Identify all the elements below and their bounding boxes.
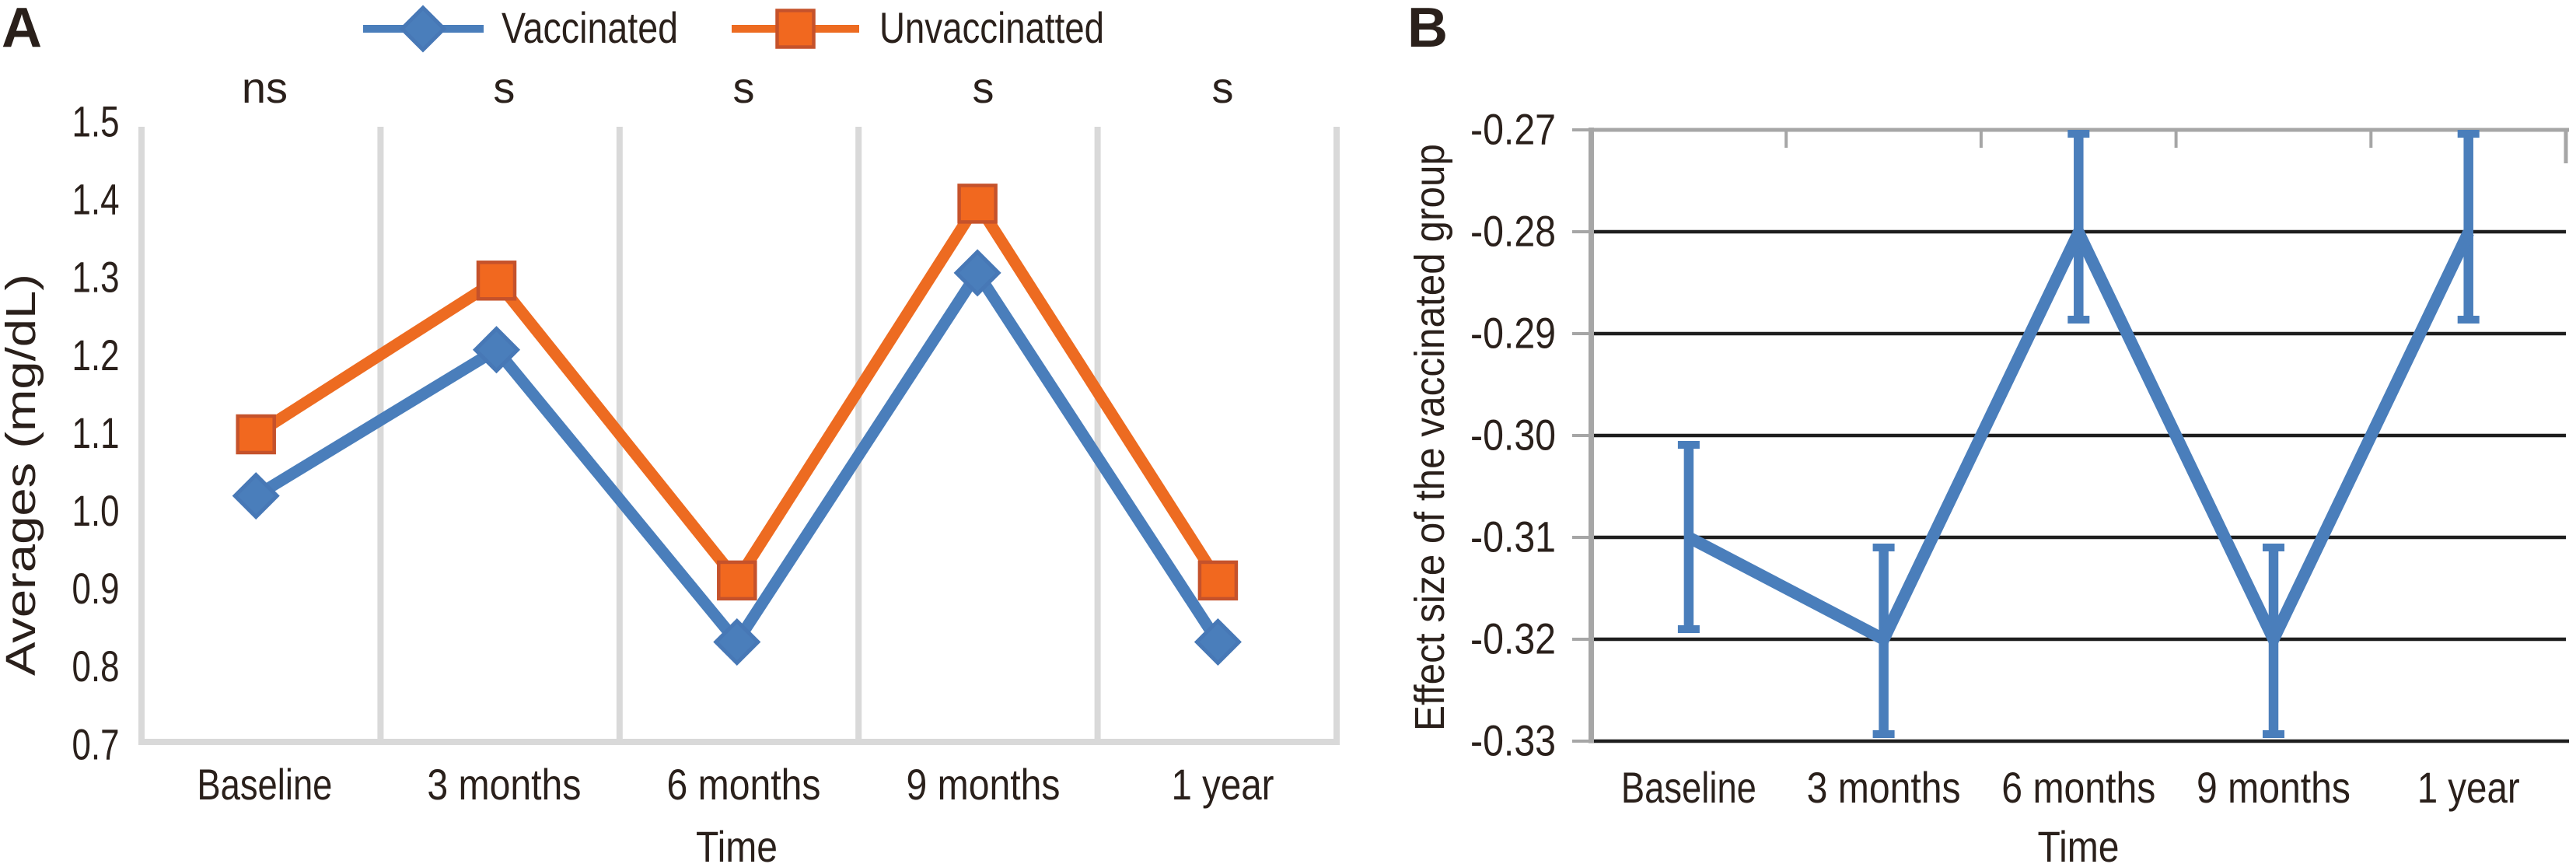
svg-text:Unvaccinatted: Unvaccinatted bbox=[879, 3, 1104, 52]
svg-text:1 year: 1 year bbox=[2417, 763, 2520, 812]
svg-text:-0.29: -0.29 bbox=[1470, 309, 1556, 358]
svg-text:Vaccinated: Vaccinated bbox=[502, 3, 678, 52]
svg-text:1.5: 1.5 bbox=[72, 97, 120, 146]
svg-text:Effect size of the vaccinated: Effect size of the vaccinated group bbox=[1407, 144, 1453, 731]
svg-text:1.4: 1.4 bbox=[72, 175, 120, 224]
svg-text:0.7: 0.7 bbox=[72, 719, 120, 768]
svg-text:s: s bbox=[1212, 63, 1234, 112]
svg-text:A: A bbox=[2, 0, 42, 59]
svg-text:0.9: 0.9 bbox=[72, 564, 120, 613]
svg-text:s: s bbox=[493, 63, 515, 112]
svg-text:1.0: 1.0 bbox=[72, 486, 120, 535]
svg-text:ns: ns bbox=[242, 63, 288, 112]
svg-text:9 months: 9 months bbox=[2197, 763, 2351, 812]
svg-text:6 months: 6 months bbox=[2001, 763, 2155, 812]
svg-text:s: s bbox=[733, 63, 755, 112]
svg-text:3 months: 3 months bbox=[427, 760, 581, 809]
svg-text:9 months: 9 months bbox=[907, 760, 1061, 809]
svg-text:-0.33: -0.33 bbox=[1470, 716, 1556, 765]
svg-text:Time: Time bbox=[696, 822, 778, 864]
svg-text:B: B bbox=[1407, 0, 1448, 59]
svg-text:0.8: 0.8 bbox=[72, 642, 120, 691]
svg-text:Averages (mg/dL): Averages (mg/dL) bbox=[0, 274, 44, 676]
svg-text:1.1: 1.1 bbox=[72, 408, 120, 457]
svg-text:Baseline: Baseline bbox=[1621, 763, 1756, 812]
svg-text:3 months: 3 months bbox=[1807, 763, 1961, 812]
svg-text:1.2: 1.2 bbox=[72, 331, 120, 380]
svg-text:-0.27: -0.27 bbox=[1470, 105, 1556, 154]
svg-text:-0.32: -0.32 bbox=[1470, 614, 1556, 663]
svg-text:6 months: 6 months bbox=[667, 760, 821, 809]
svg-text:1 year: 1 year bbox=[1172, 760, 1274, 809]
svg-text:-0.30: -0.30 bbox=[1470, 411, 1556, 460]
svg-text:-0.31: -0.31 bbox=[1470, 512, 1556, 561]
svg-text:s: s bbox=[973, 63, 994, 112]
svg-text:Baseline: Baseline bbox=[197, 760, 332, 809]
svg-text:1.3: 1.3 bbox=[72, 253, 120, 302]
svg-text:-0.28: -0.28 bbox=[1470, 207, 1556, 256]
svg-text:Time: Time bbox=[2038, 822, 2120, 864]
